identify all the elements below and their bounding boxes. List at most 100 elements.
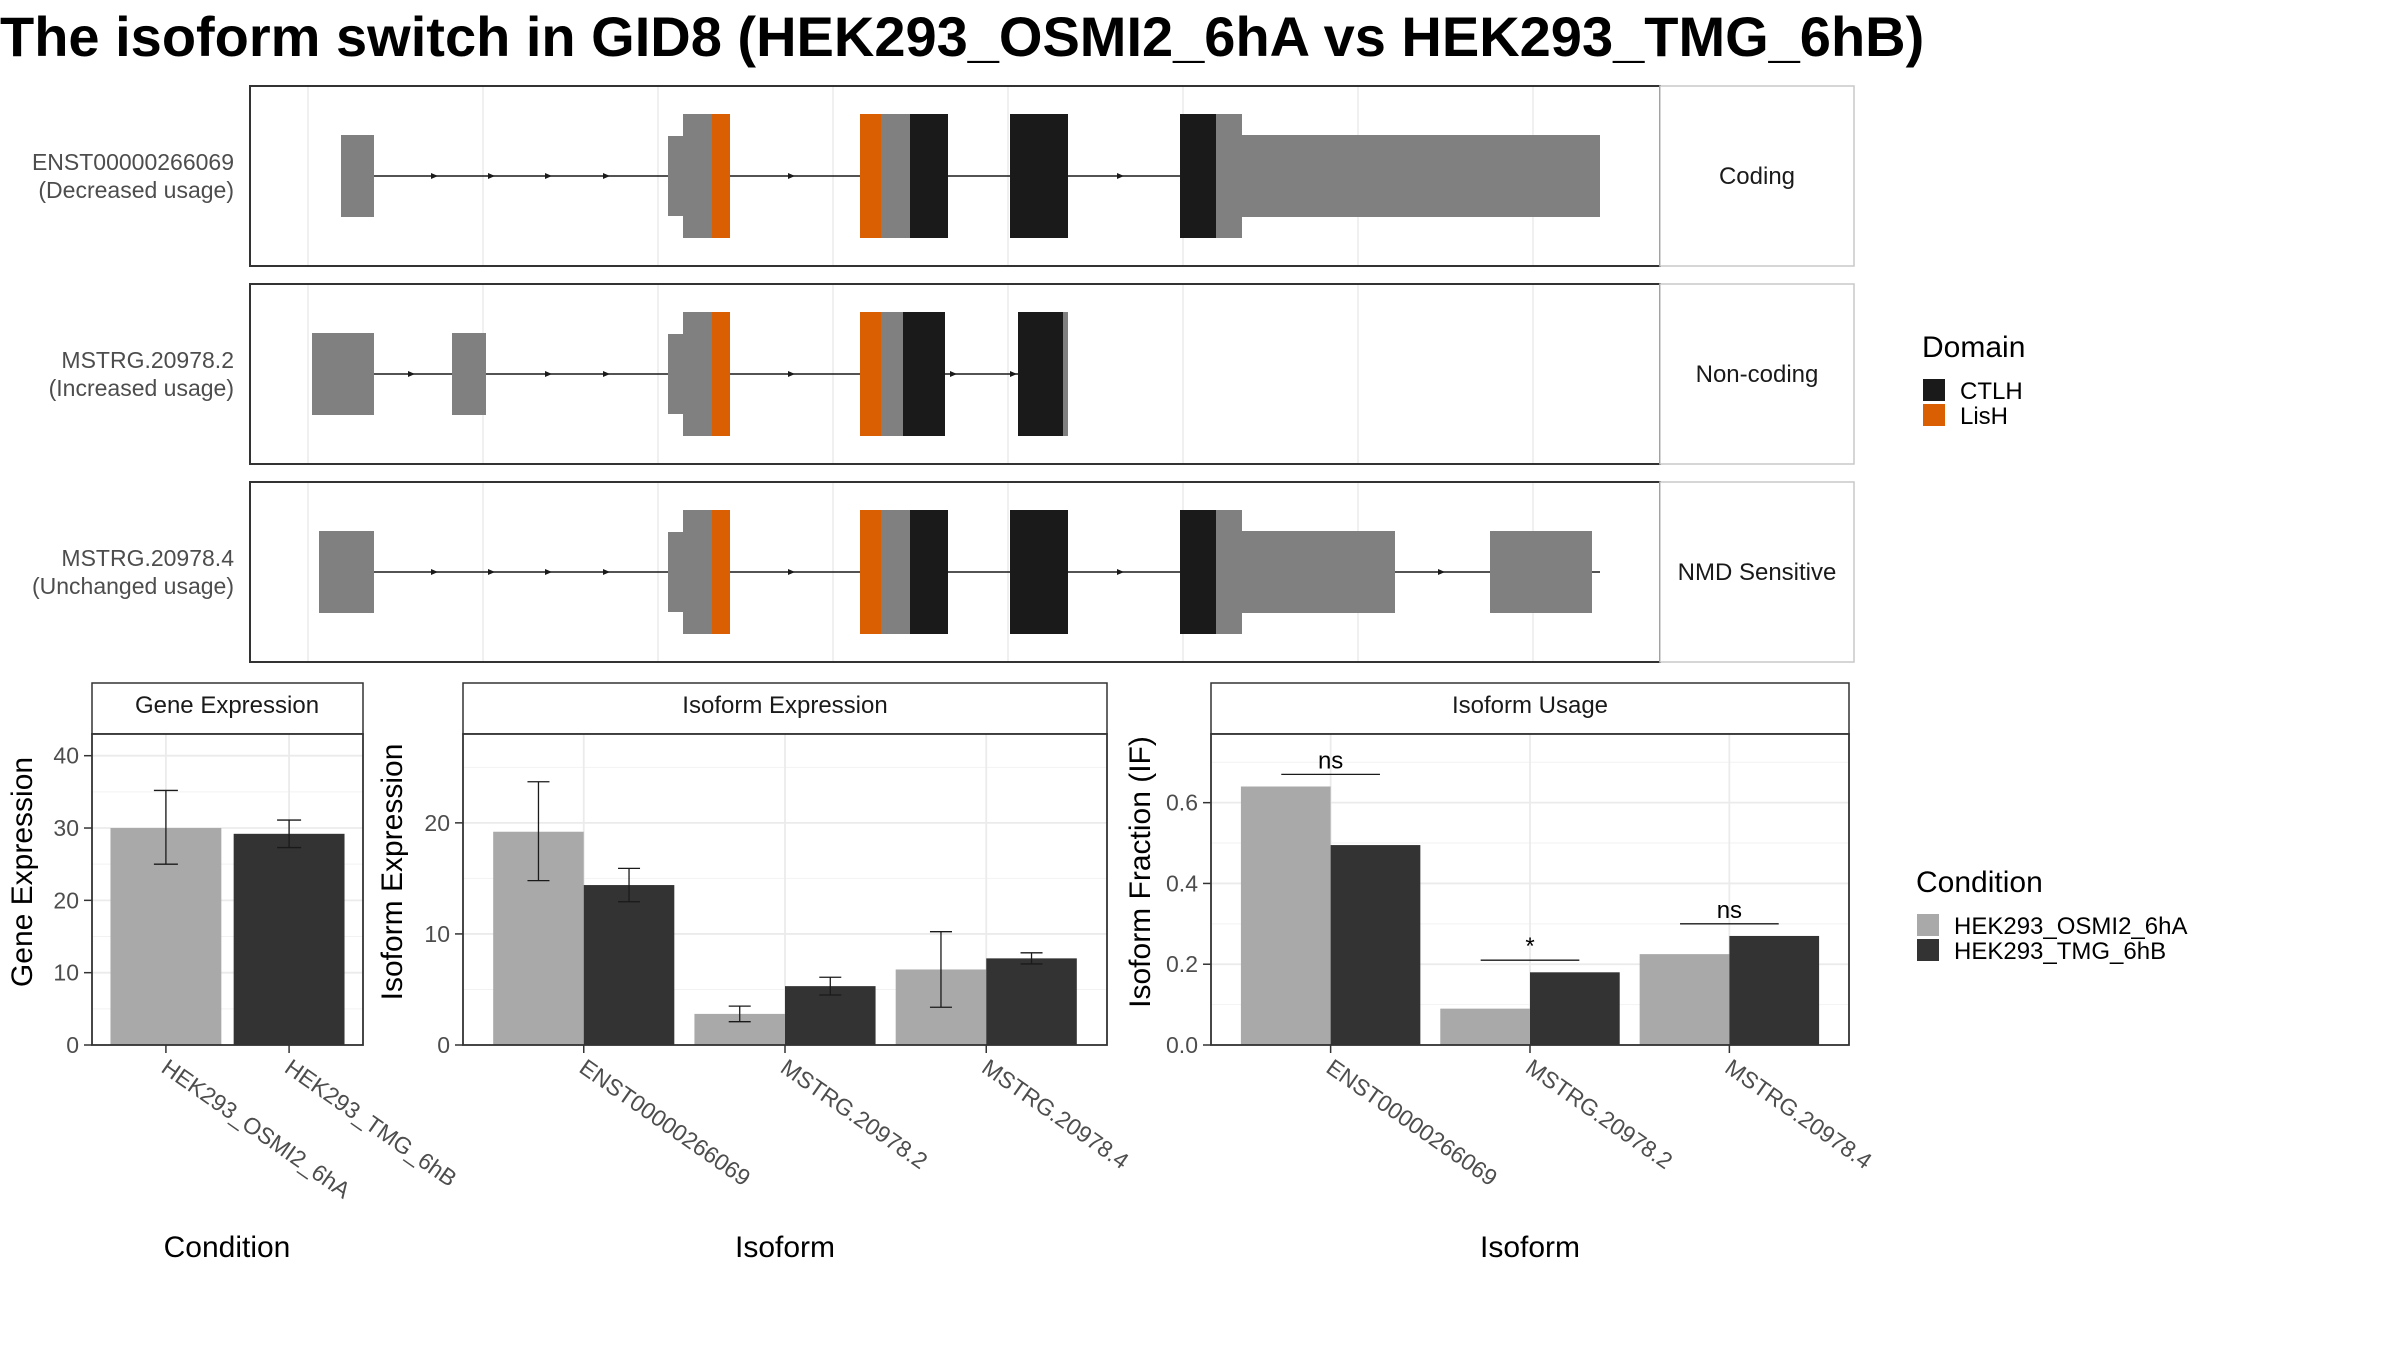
exon [668,334,683,414]
strand-arrow-icon [603,371,610,377]
condition-legend-swatch-a [1917,914,1939,936]
domain-legend-swatch-ctlh [1923,379,1945,401]
isoform-expression-strip-title: Isoform Expression [682,692,887,719]
bar-HEK293_TMG_6hB-MSTRG.20978.4 [1729,935,1820,1045]
exon [319,531,374,613]
strand-arrow-icon [431,173,438,179]
strand-arrow-icon [1010,371,1017,377]
exon [1216,114,1242,238]
strand-arrow-icon [788,371,795,377]
strip-box [462,682,1108,735]
isoform-usage-strip-title: Isoform Usage [1452,692,1608,719]
domain-legend-label-lish: LisH [1960,403,2008,430]
exon [452,333,486,415]
exon [1216,510,1242,634]
transcript-exons [307,87,1600,661]
transcript-1-class: Coding [1719,163,1795,190]
ctlh-domain [910,510,948,634]
y-tick-label: 0.0 [1166,1032,1198,1058]
lish-domain [712,510,730,634]
transcript-2-id: MSTRG.20978.2 [61,347,234,373]
ctlh-domain [903,312,945,436]
transcript-1-id: ENST00000266069 [32,149,234,175]
significance-label: ns [1318,747,1343,774]
strand-arrow-icon [603,569,610,575]
strand-arrow-icon [545,569,552,575]
strand-arrow-icon [431,569,438,575]
strand-arrow-icon [788,173,795,179]
strand-arrow-icon [488,569,495,575]
isoform-expression-xlabel: Isoform [735,1231,835,1264]
transcript-2-structure [307,285,1534,463]
transcript-3-usage: (Unchanged usage) [32,573,234,599]
gene-expression-xlabel: Condition [164,1231,291,1264]
lish-domain [860,114,881,238]
exon [1242,135,1600,217]
transcript-panel-3-strip [1659,481,1855,663]
ctlh-domain [1180,510,1216,634]
condition-legend-title: Condition [1916,866,2043,899]
x-tick-label: MSTRG.20978.4 [1721,1054,1877,1174]
x-tick-label: MSTRG.20978.2 [1521,1054,1677,1174]
bar-HEK293_OSMI2_6hA-ENST00000266069 [1240,786,1331,1045]
bar-HEK293_OSMI2_6hA-MSTRG.20978.2 [1440,1008,1530,1045]
exon [668,136,683,216]
lish-domain [860,510,881,634]
bar-HEK293_TMG_6hB-MSTRG.20978.2 [1530,972,1620,1045]
significance-label: ns [1717,897,1742,924]
lish-domain [712,312,730,436]
exon [1063,312,1068,436]
ctlh-domain [1010,510,1068,634]
transcript-3-structure [307,483,1600,661]
y-tick-label: 0.2 [1166,951,1198,977]
strand-arrow-icon [1117,569,1124,575]
figure-title: The isoform switch in GID8 (HEK293_OSMI2… [0,5,1924,68]
transcript-panel-1-strip [1659,85,1855,267]
condition-legend-label-a: HEK293_OSMI2_6hA [1954,913,2187,940]
exon [683,312,712,436]
strand-arrow-icon [488,173,495,179]
lish-domain [712,114,730,238]
strand-arrow-icon [545,371,552,377]
y-tick-label: 20 [424,810,450,836]
strand-arrow-icon [1438,569,1445,575]
condition-legend-label-b: HEK293_TMG_6hB [1954,938,2166,965]
lish-domain [860,312,881,436]
ctlh-domain [1018,312,1063,436]
transcript-2-usage: (Increased usage) [49,375,234,401]
y-tick-label: 30 [53,815,79,841]
exon [881,312,903,436]
y-tick-label: 10 [424,921,450,947]
strip-box [1210,682,1850,735]
domain-legend-label-ctlh: CTLH [1960,378,2023,405]
strand-arrow-icon [408,371,415,377]
transcript-1-structure [307,87,1600,265]
transcript-2-class: Non-coding [1696,361,1819,388]
bar-HEK293_TMG_6hB-MSTRG.20978.4 [986,958,1077,1045]
transcript-structure-panels: ENST00000266069 (Decreased usage) Coding… [32,85,1855,663]
strand-arrow-icon [788,569,795,575]
isoform-usage-xlabel: Isoform [1480,1231,1580,1264]
plot-frame [91,733,364,1046]
x-tick-label: ENST00000266069 [1322,1054,1502,1191]
ctlh-domain [1010,114,1068,238]
strand-arrow-icon [950,371,957,377]
gene-expression-ylabel: Gene Expression [6,757,39,987]
domain-legend: Domain CTLH LisH [1922,331,2025,430]
significance-label: * [1525,933,1534,960]
ctlh-domain [910,114,948,238]
bar-HEK293_OSMI2_6hA-MSTRG.20978.4 [1639,954,1730,1045]
strip-box [91,682,364,735]
bar-HEK293_TMG_6hB-ENST00000266069 [1330,845,1421,1045]
y-tick-label: 20 [53,887,79,913]
condition-legend-swatch-b [1917,939,1939,961]
transcript-1-usage: (Decreased usage) [38,177,234,203]
domain-legend-title: Domain [1922,331,2025,364]
x-tick-label: ENST00000266069 [575,1054,755,1191]
exon [881,114,910,238]
exon [1490,531,1592,613]
transcript-3-class: NMD Sensitive [1678,559,1837,586]
transcript-panel-2-strip [1659,283,1855,465]
